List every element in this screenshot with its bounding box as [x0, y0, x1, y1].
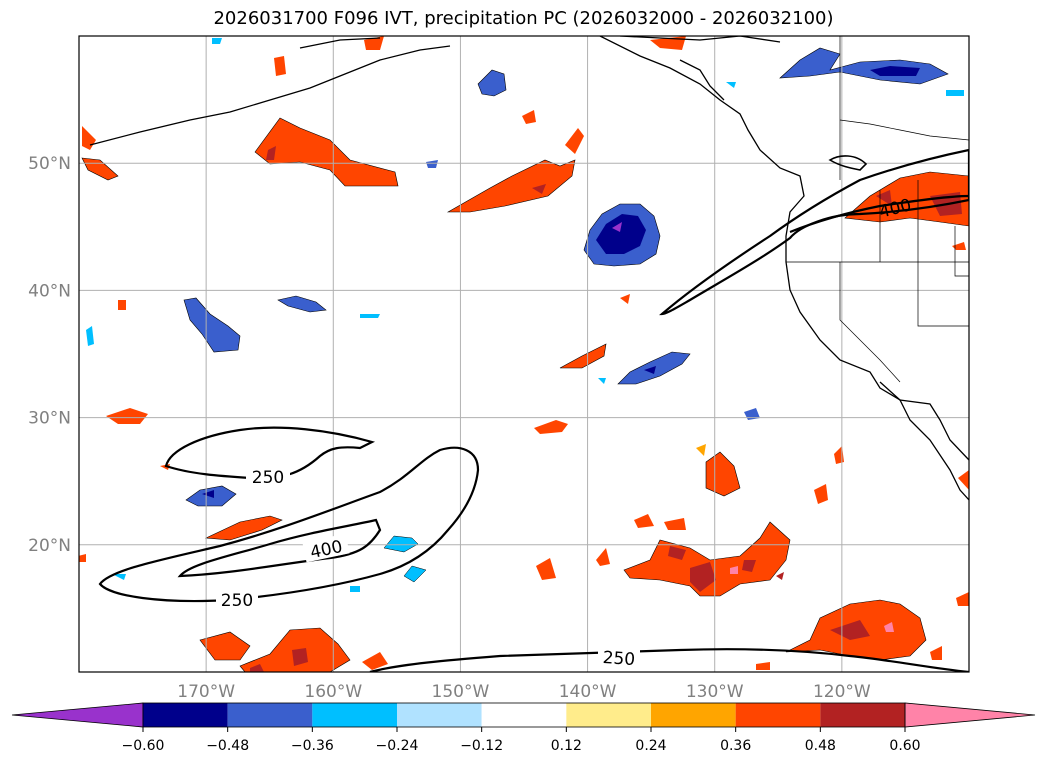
- lat-label-1: 40°N: [28, 281, 71, 301]
- contour-label-250-a: 250: [252, 468, 284, 488]
- lat-label-3: 20°N: [28, 536, 71, 556]
- ivt-contour-250-bottom: [369, 648, 969, 672]
- map-title: 2026031700 F096 IVT, precipitation PC (2…: [213, 8, 834, 29]
- colorbar-bin-1: [143, 703, 228, 727]
- colorbar-bin-2: [227, 703, 313, 727]
- colorbar-tick-label-5: 0.12: [551, 738, 582, 754]
- positive-anomaly-areas: [79, 36, 969, 672]
- lon-label-0: 170°W: [177, 682, 235, 702]
- lon-label-5: 120°W: [813, 682, 871, 702]
- colorbar-tick-label-6: 0.24: [635, 738, 666, 754]
- colorbar-tick-label-0: −0.60: [122, 738, 165, 754]
- colorbar-bin-8: [735, 703, 821, 727]
- colorbar-bin-0: [11, 702, 144, 728]
- map-gridlines: [79, 36, 969, 672]
- lon-label-3: 140°W: [559, 682, 617, 702]
- colorbar-tick-label-8: 0.48: [805, 738, 836, 754]
- lon-label-1: 160°W: [304, 682, 362, 702]
- colorbar-tick-label-2: −0.36: [291, 738, 334, 754]
- colorbar-tick-label-7: 0.36: [720, 738, 751, 754]
- ivt-contours: [98, 148, 969, 672]
- lat-label-0: 50°N: [28, 154, 71, 174]
- contour-label-250-c: 250: [602, 648, 636, 670]
- lon-label-2: 150°W: [432, 682, 490, 702]
- latitude-labels: 50°N 40°N 30°N 20°N: [28, 154, 71, 556]
- colorbar-bin-3: [312, 703, 397, 727]
- colorbar-tick-label-9: 0.60: [889, 738, 920, 754]
- ivt-contour-400-northeast: [789, 194, 969, 234]
- colorbar-bin-5: [481, 703, 567, 727]
- ivt-contour-small: [828, 155, 868, 171]
- colorbar: [11, 702, 1036, 728]
- colorbar-bin-7: [651, 703, 736, 727]
- colorbar-tick-label-3: −0.24: [376, 738, 419, 754]
- colorbar-ticks: −0.60 −0.48 −0.36 −0.24 −0.12 0.12 0.24 0.36 0.4…: [122, 727, 921, 754]
- contour-labels: 250 400 250 250 400: [216, 195, 913, 670]
- colorbar-bin-9: [820, 703, 905, 727]
- colorbar-outline: [142, 702, 906, 728]
- colorbar-tick-label-4: −0.12: [460, 738, 503, 754]
- colorbar-bin-10: [904, 702, 1036, 728]
- precipitation-shading: [79, 36, 969, 672]
- ivt-contour-250-west: [164, 426, 376, 480]
- colorbar-bin-4: [397, 703, 482, 727]
- colorbar-bin-6: [566, 703, 651, 727]
- ivt-contour-400: [177, 518, 382, 578]
- negative-anomaly-areas: [86, 38, 964, 592]
- state-borders: [786, 36, 969, 383]
- longitude-labels: 170°W 160°W 150°W 140°W 130°W 120°W: [177, 682, 871, 702]
- coastlines: [89, 36, 969, 501]
- lon-label-4: 130°W: [686, 682, 744, 702]
- ivt-contour-250-northeast: [659, 148, 969, 316]
- contour-label-250-b: 250: [221, 591, 253, 611]
- colorbar-tick-label-1: −0.48: [206, 738, 249, 754]
- map-frame: [78, 35, 970, 673]
- lat-label-2: 30°N: [28, 409, 71, 429]
